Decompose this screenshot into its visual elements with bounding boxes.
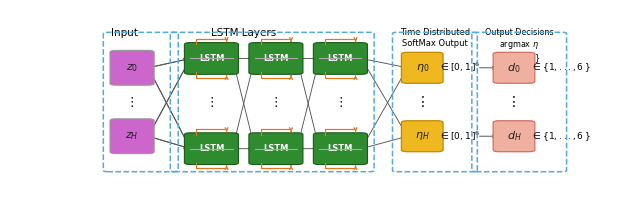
Text: LSTM: LSTM [199,54,224,63]
FancyBboxPatch shape [314,133,367,165]
FancyBboxPatch shape [314,43,367,74]
Text: $d_H$: $d_H$ [507,129,522,143]
Text: $\in \{1,..., 6\,\}$: $\in \{1,..., 6\,\}$ [531,61,591,74]
Text: ⋮: ⋮ [334,96,347,108]
FancyBboxPatch shape [401,121,443,152]
Text: $\eta_H$: $\eta_H$ [415,130,429,142]
Text: LSTM: LSTM [199,144,224,153]
FancyBboxPatch shape [249,133,303,165]
Text: $\in [0, 1\,]^6$: $\in [0, 1\,]^6$ [439,129,481,143]
Text: ⋮: ⋮ [415,95,429,109]
Text: $z_0$: $z_0$ [126,62,138,74]
Text: LSTM: LSTM [263,144,289,153]
Text: Input: Input [111,28,138,38]
FancyBboxPatch shape [249,43,303,74]
FancyBboxPatch shape [110,119,154,154]
Text: $\eta_0$: $\eta_0$ [415,62,429,74]
Text: $z_H$: $z_H$ [125,130,139,142]
FancyBboxPatch shape [493,121,535,152]
Text: ⋮: ⋮ [126,96,138,108]
Text: ⋮: ⋮ [507,95,521,109]
FancyBboxPatch shape [110,50,154,85]
Text: ⋮: ⋮ [269,96,282,108]
Text: $\in [0, 1\,]^6$: $\in [0, 1\,]^6$ [439,61,481,75]
Text: LSTM: LSTM [328,54,353,63]
Text: Output Decisions
argmax $\eta$
$\{1,...,6\}$: Output Decisions argmax $\eta$ $\{1,...,… [485,28,554,65]
FancyBboxPatch shape [184,133,239,165]
FancyBboxPatch shape [493,52,535,83]
Text: $d_0$: $d_0$ [508,61,521,75]
Text: LSTM: LSTM [328,144,353,153]
Text: $\in \{1,..., 6\,\}$: $\in \{1,..., 6\,\}$ [531,130,591,143]
FancyBboxPatch shape [401,52,443,83]
Text: LSTM: LSTM [263,54,289,63]
FancyBboxPatch shape [184,43,239,74]
Text: LSTM Layers: LSTM Layers [211,28,276,38]
Text: ⋮: ⋮ [205,96,218,108]
Text: Time Distributed
SoftMax Output: Time Distributed SoftMax Output [400,28,470,47]
